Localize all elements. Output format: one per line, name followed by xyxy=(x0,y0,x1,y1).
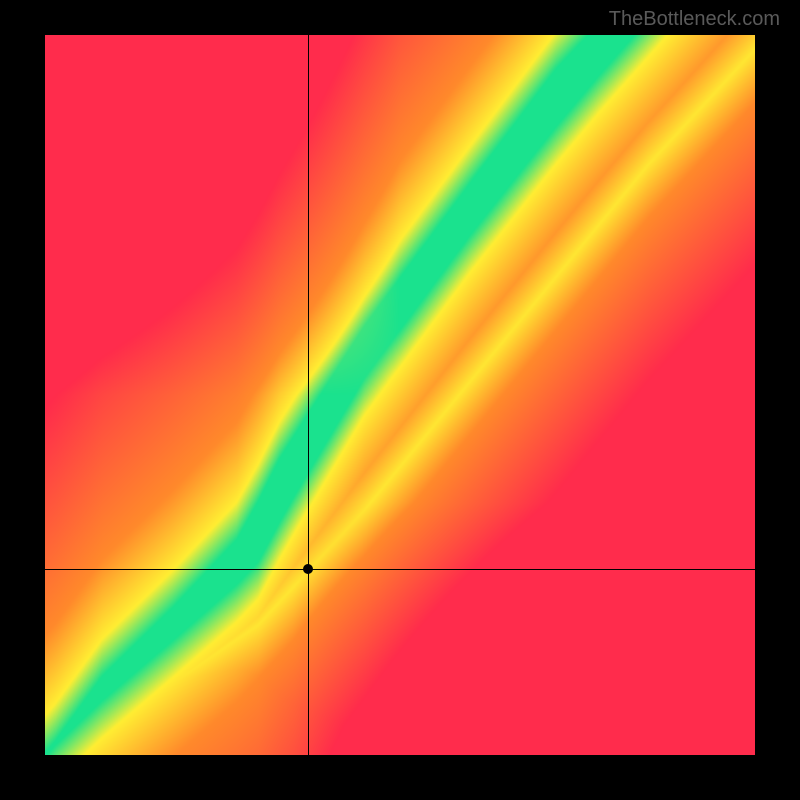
heatmap-plot xyxy=(45,35,755,755)
crosshair-horizontal xyxy=(45,569,755,570)
heatmap-canvas xyxy=(45,35,755,755)
watermark-text: TheBottleneck.com xyxy=(609,8,780,31)
data-point-marker xyxy=(303,564,313,574)
crosshair-vertical xyxy=(308,35,309,755)
